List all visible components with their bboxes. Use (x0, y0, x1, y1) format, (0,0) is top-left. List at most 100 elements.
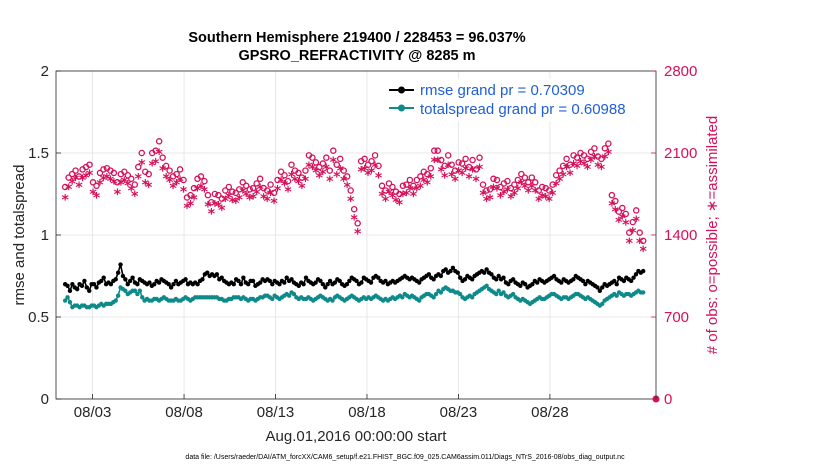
obs-assimilated-point: * (183, 201, 191, 217)
rmse-point (135, 282, 140, 287)
rmse-point (200, 277, 205, 282)
obs-assimilated-point: * (629, 225, 637, 241)
rmse-point (426, 272, 432, 277)
obs-assimilated-point: * (490, 182, 498, 198)
obs-assimilated-point: * (601, 152, 609, 168)
rmse-point (469, 277, 475, 282)
obs-possible-point (566, 161, 574, 168)
rmse-point (67, 288, 73, 293)
obs-possible-point (145, 170, 152, 178)
obs-possible-point (396, 190, 403, 198)
obs-possible-point (469, 156, 476, 164)
obs-possible-point (222, 187, 229, 194)
rmse-point (173, 278, 179, 284)
rmse-point (241, 275, 246, 280)
chart-title: Southern Hemisphere 219400 / 228453 = 96… (188, 30, 525, 46)
obs-possible-point (626, 229, 633, 236)
obs-assimilated-point: * (260, 192, 268, 208)
rmse-point (99, 278, 104, 284)
rmse-point (296, 283, 301, 289)
obs-assimilated-point: * (406, 183, 414, 199)
chart-subtitle: GPSRO_REFRACTIVITY @ 8285 m (238, 48, 475, 64)
rmse-point (238, 282, 244, 287)
obs-assimilated-point: * (93, 190, 101, 206)
obs-assimilated-point: * (288, 169, 296, 185)
rmse-point (580, 278, 586, 284)
obs-possible-point (274, 176, 281, 184)
obs-assimilated-point: * (504, 184, 512, 200)
obs-assimilated-point: * (176, 174, 184, 190)
obs-assimilated-point: * (142, 177, 150, 193)
rmse-point (156, 280, 162, 285)
obs-possible-point (93, 182, 100, 190)
obs-possible-point (159, 154, 166, 161)
totalspread-point (67, 300, 73, 305)
rmse-point (510, 277, 516, 282)
obs-assimilated-point: * (438, 165, 446, 181)
totalspread-point (496, 288, 501, 293)
totalspread-point (115, 293, 121, 298)
obs-assimilated-point: * (591, 152, 599, 168)
obs-assimilated-point: * (156, 147, 164, 163)
rmse-point (205, 270, 210, 275)
obs-possible-point (476, 154, 483, 161)
rmse-point (125, 282, 130, 287)
rmse-point (74, 286, 80, 292)
obs-possible-point (636, 229, 643, 236)
obs-assimilated-point: * (103, 172, 111, 188)
obs-possible-point (556, 167, 563, 174)
obs-assimilated-point: * (270, 196, 278, 212)
rmse-point (347, 278, 352, 284)
obs-assimilated-point: * (431, 155, 439, 171)
obs-assimilated-point: * (375, 170, 383, 186)
obs-assimilated-point: * (612, 204, 620, 220)
rmse-point (84, 285, 90, 290)
obs-assimilated-point: * (556, 174, 564, 190)
obs-possible-point (61, 183, 69, 191)
totalspread-point (417, 298, 422, 303)
obs-possible-point (326, 167, 334, 174)
obs-possible-point (639, 237, 647, 245)
obs-possible-point (458, 160, 466, 167)
obs-assimilated-point: * (149, 159, 157, 175)
obs-possible-point (65, 174, 72, 181)
obs-assimilated-point: * (284, 184, 292, 200)
obs-possible-point (361, 155, 368, 163)
obs-possible-point (155, 138, 163, 145)
totalspread-point (132, 288, 138, 293)
obs-possible-point (253, 180, 260, 187)
data-file-footer: data file: /Users/raeder/DAI/ATM_forcXX/… (185, 454, 625, 461)
rmse-point (113, 277, 118, 282)
rmse-point (127, 278, 133, 284)
obs-assimilated-point: * (138, 158, 146, 174)
rmse-point (70, 282, 75, 287)
obs-assimilated-point: * (371, 160, 379, 176)
obs-possible-point (173, 170, 180, 178)
rmse-point (270, 282, 275, 287)
obs-possible-point (601, 145, 609, 152)
obs-possible-point (128, 175, 135, 183)
rmse-point (313, 280, 318, 285)
y-tick-label: 1.5 (28, 145, 49, 162)
rmse-point (494, 277, 499, 282)
rmse-point (267, 278, 273, 284)
obs-possible-point (190, 184, 198, 192)
obs-assimilated-point: * (528, 181, 536, 197)
obs-assimilated-point: * (563, 162, 571, 178)
obs-possible-point (375, 162, 382, 170)
rmse-point (443, 267, 448, 272)
rmse-point (595, 285, 600, 290)
obs-assimilated-point: * (229, 195, 237, 211)
obs-assimilated-point: * (385, 187, 393, 203)
obs-possible-point (622, 210, 630, 218)
rmse-point (118, 262, 123, 267)
obs-possible-point (256, 175, 264, 183)
obs-possible-point (270, 189, 278, 197)
obs-possible-point (72, 167, 79, 174)
obs-possible-point (124, 172, 132, 179)
x-tick-label: 08/13 (257, 404, 295, 421)
rmse-point (171, 282, 176, 287)
rmse-point (522, 282, 528, 287)
rmse-point (368, 280, 374, 285)
obs-assimilated-point: * (295, 176, 303, 192)
